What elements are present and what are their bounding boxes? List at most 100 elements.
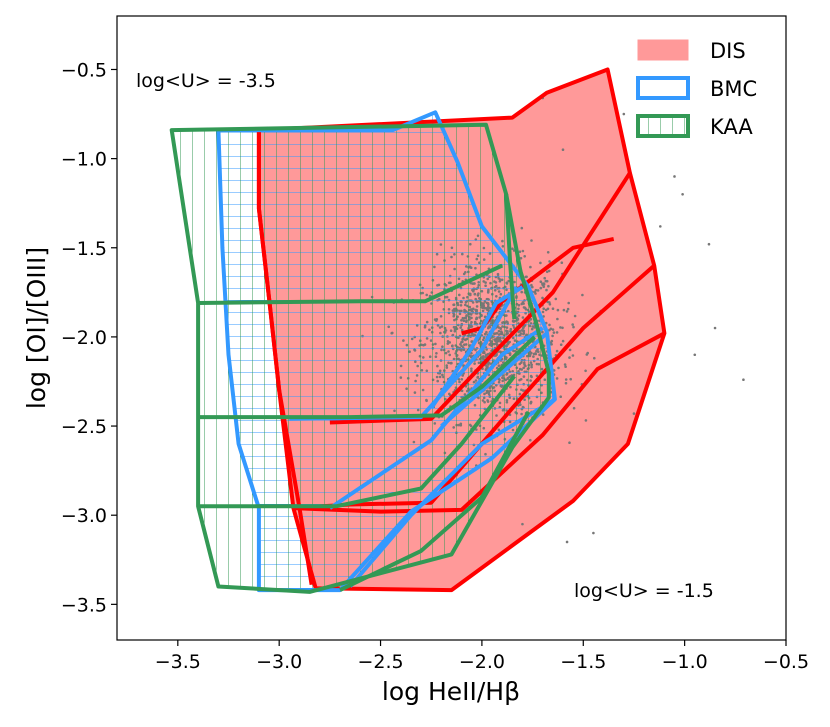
x-tick-label: −3.0 bbox=[256, 651, 302, 673]
plot-area bbox=[169, 67, 745, 594]
scatter-point bbox=[565, 540, 569, 544]
scatter-point bbox=[549, 327, 553, 331]
scatter-point bbox=[541, 413, 545, 416]
scatter-point bbox=[546, 307, 550, 311]
y-tick-label: −1.5 bbox=[61, 238, 107, 260]
scatter-point bbox=[539, 286, 543, 290]
scatter-point bbox=[552, 331, 556, 334]
scatter-point bbox=[518, 250, 522, 253]
x-axis-label: log HeII/Hβ bbox=[382, 677, 520, 706]
y-tick-label: −1.0 bbox=[61, 149, 107, 171]
scatter-point bbox=[541, 310, 545, 314]
annotation-high-u: log<U> = -1.5 bbox=[574, 580, 714, 602]
dis-grid-line bbox=[293, 331, 666, 514]
kaa-grid-line bbox=[339, 410, 531, 592]
scatter-point bbox=[548, 303, 552, 306]
scatter-point bbox=[543, 276, 546, 280]
scatter-point bbox=[546, 251, 550, 254]
scatter-point bbox=[742, 378, 745, 382]
scatter-point bbox=[548, 260, 551, 263]
y-tick-label: −0.5 bbox=[61, 59, 107, 81]
scatter-point bbox=[585, 353, 589, 356]
scatter-point bbox=[632, 412, 636, 415]
scatter-point bbox=[555, 377, 559, 380]
scatter-point bbox=[693, 353, 697, 357]
scatter-point bbox=[547, 269, 551, 273]
y-tick-label: −2.5 bbox=[61, 416, 107, 438]
scatter-point bbox=[572, 406, 576, 410]
kaa-grid-line bbox=[198, 335, 536, 420]
scatter-point bbox=[564, 381, 568, 385]
legend-label-kaa: KAA bbox=[710, 115, 753, 139]
scatter-point bbox=[559, 343, 563, 347]
scatter-point bbox=[556, 317, 559, 321]
scatter-point bbox=[559, 326, 562, 329]
x-tick-label: −3.5 bbox=[155, 651, 201, 673]
scatter-point bbox=[584, 369, 587, 373]
bmc-grid-line bbox=[348, 397, 556, 588]
scatter-point bbox=[544, 279, 548, 283]
annotation-low-u: log<U> = -3.5 bbox=[136, 70, 276, 92]
scatter-point bbox=[707, 242, 711, 246]
scatter-point bbox=[521, 522, 524, 526]
scatter-point bbox=[529, 438, 532, 442]
legend-label-bmc: BMC bbox=[710, 77, 757, 101]
legend-swatch-bmc bbox=[636, 76, 690, 100]
scatter-point bbox=[592, 531, 595, 535]
kaa-grid-line bbox=[504, 194, 517, 320]
axis-ticks: −3.5 −3.0 −2.5 −2.0 −1.5 −1.0 −0.5 −3.5 −3.0 −2.5… bbox=[61, 59, 809, 673]
scatter-point bbox=[557, 366, 560, 370]
scatter-point bbox=[571, 354, 575, 357]
bmc-grid-line bbox=[429, 285, 524, 410]
scatter-point bbox=[568, 441, 571, 445]
scatter-point bbox=[550, 339, 554, 343]
scatter-point bbox=[542, 307, 545, 311]
dis-grid-line bbox=[329, 171, 632, 425]
scatter-point bbox=[550, 343, 553, 346]
dis-outline bbox=[256, 67, 667, 593]
scatter-point bbox=[551, 328, 555, 331]
scatter-point bbox=[571, 323, 574, 326]
scatter-point bbox=[572, 325, 575, 329]
scatter-point bbox=[622, 112, 626, 116]
scatter-point bbox=[568, 348, 572, 352]
scatter-point bbox=[534, 288, 538, 292]
scatter-point bbox=[581, 293, 584, 297]
scatter-point bbox=[536, 289, 540, 292]
x-tick-label: −2.0 bbox=[459, 651, 505, 673]
scatter-point bbox=[539, 280, 543, 284]
scatter-point bbox=[567, 301, 570, 305]
scatter-point bbox=[573, 314, 577, 318]
scatter-point bbox=[539, 261, 542, 265]
scatter-point bbox=[560, 261, 564, 265]
scatter-point bbox=[545, 270, 549, 274]
scatter-point bbox=[521, 249, 525, 253]
legend-swatch-kaa bbox=[636, 114, 690, 138]
scatter-point bbox=[551, 307, 555, 311]
y-axis-label: log [OI]/[OIII] bbox=[22, 247, 51, 409]
legend: DIS BMC KAA bbox=[636, 39, 757, 139]
scatter-point bbox=[559, 395, 562, 399]
scatter-point bbox=[525, 275, 528, 279]
scatter-point bbox=[593, 356, 596, 360]
x-tick-label: −1.0 bbox=[662, 651, 708, 673]
scatter-point bbox=[523, 254, 526, 258]
scatter-point bbox=[545, 288, 548, 292]
scatter-point bbox=[530, 239, 533, 242]
scatter-point bbox=[563, 363, 567, 366]
x-tick-label: −1.5 bbox=[560, 651, 606, 673]
kaa-outline bbox=[169, 122, 551, 594]
scatter-point bbox=[566, 307, 570, 311]
scatter-point bbox=[561, 326, 564, 330]
scatter-point bbox=[568, 356, 571, 359]
legend-swatch-dis bbox=[637, 39, 689, 61]
scatter-point bbox=[551, 334, 554, 338]
scatter-point bbox=[569, 377, 572, 381]
y-tick-label: −2.0 bbox=[61, 327, 107, 349]
scatter-point bbox=[584, 419, 588, 422]
scatter-point bbox=[541, 282, 544, 286]
scatter-point bbox=[713, 326, 717, 330]
scatter-point bbox=[561, 339, 565, 343]
scatter-point bbox=[659, 225, 662, 228]
scatter-point bbox=[530, 283, 533, 287]
